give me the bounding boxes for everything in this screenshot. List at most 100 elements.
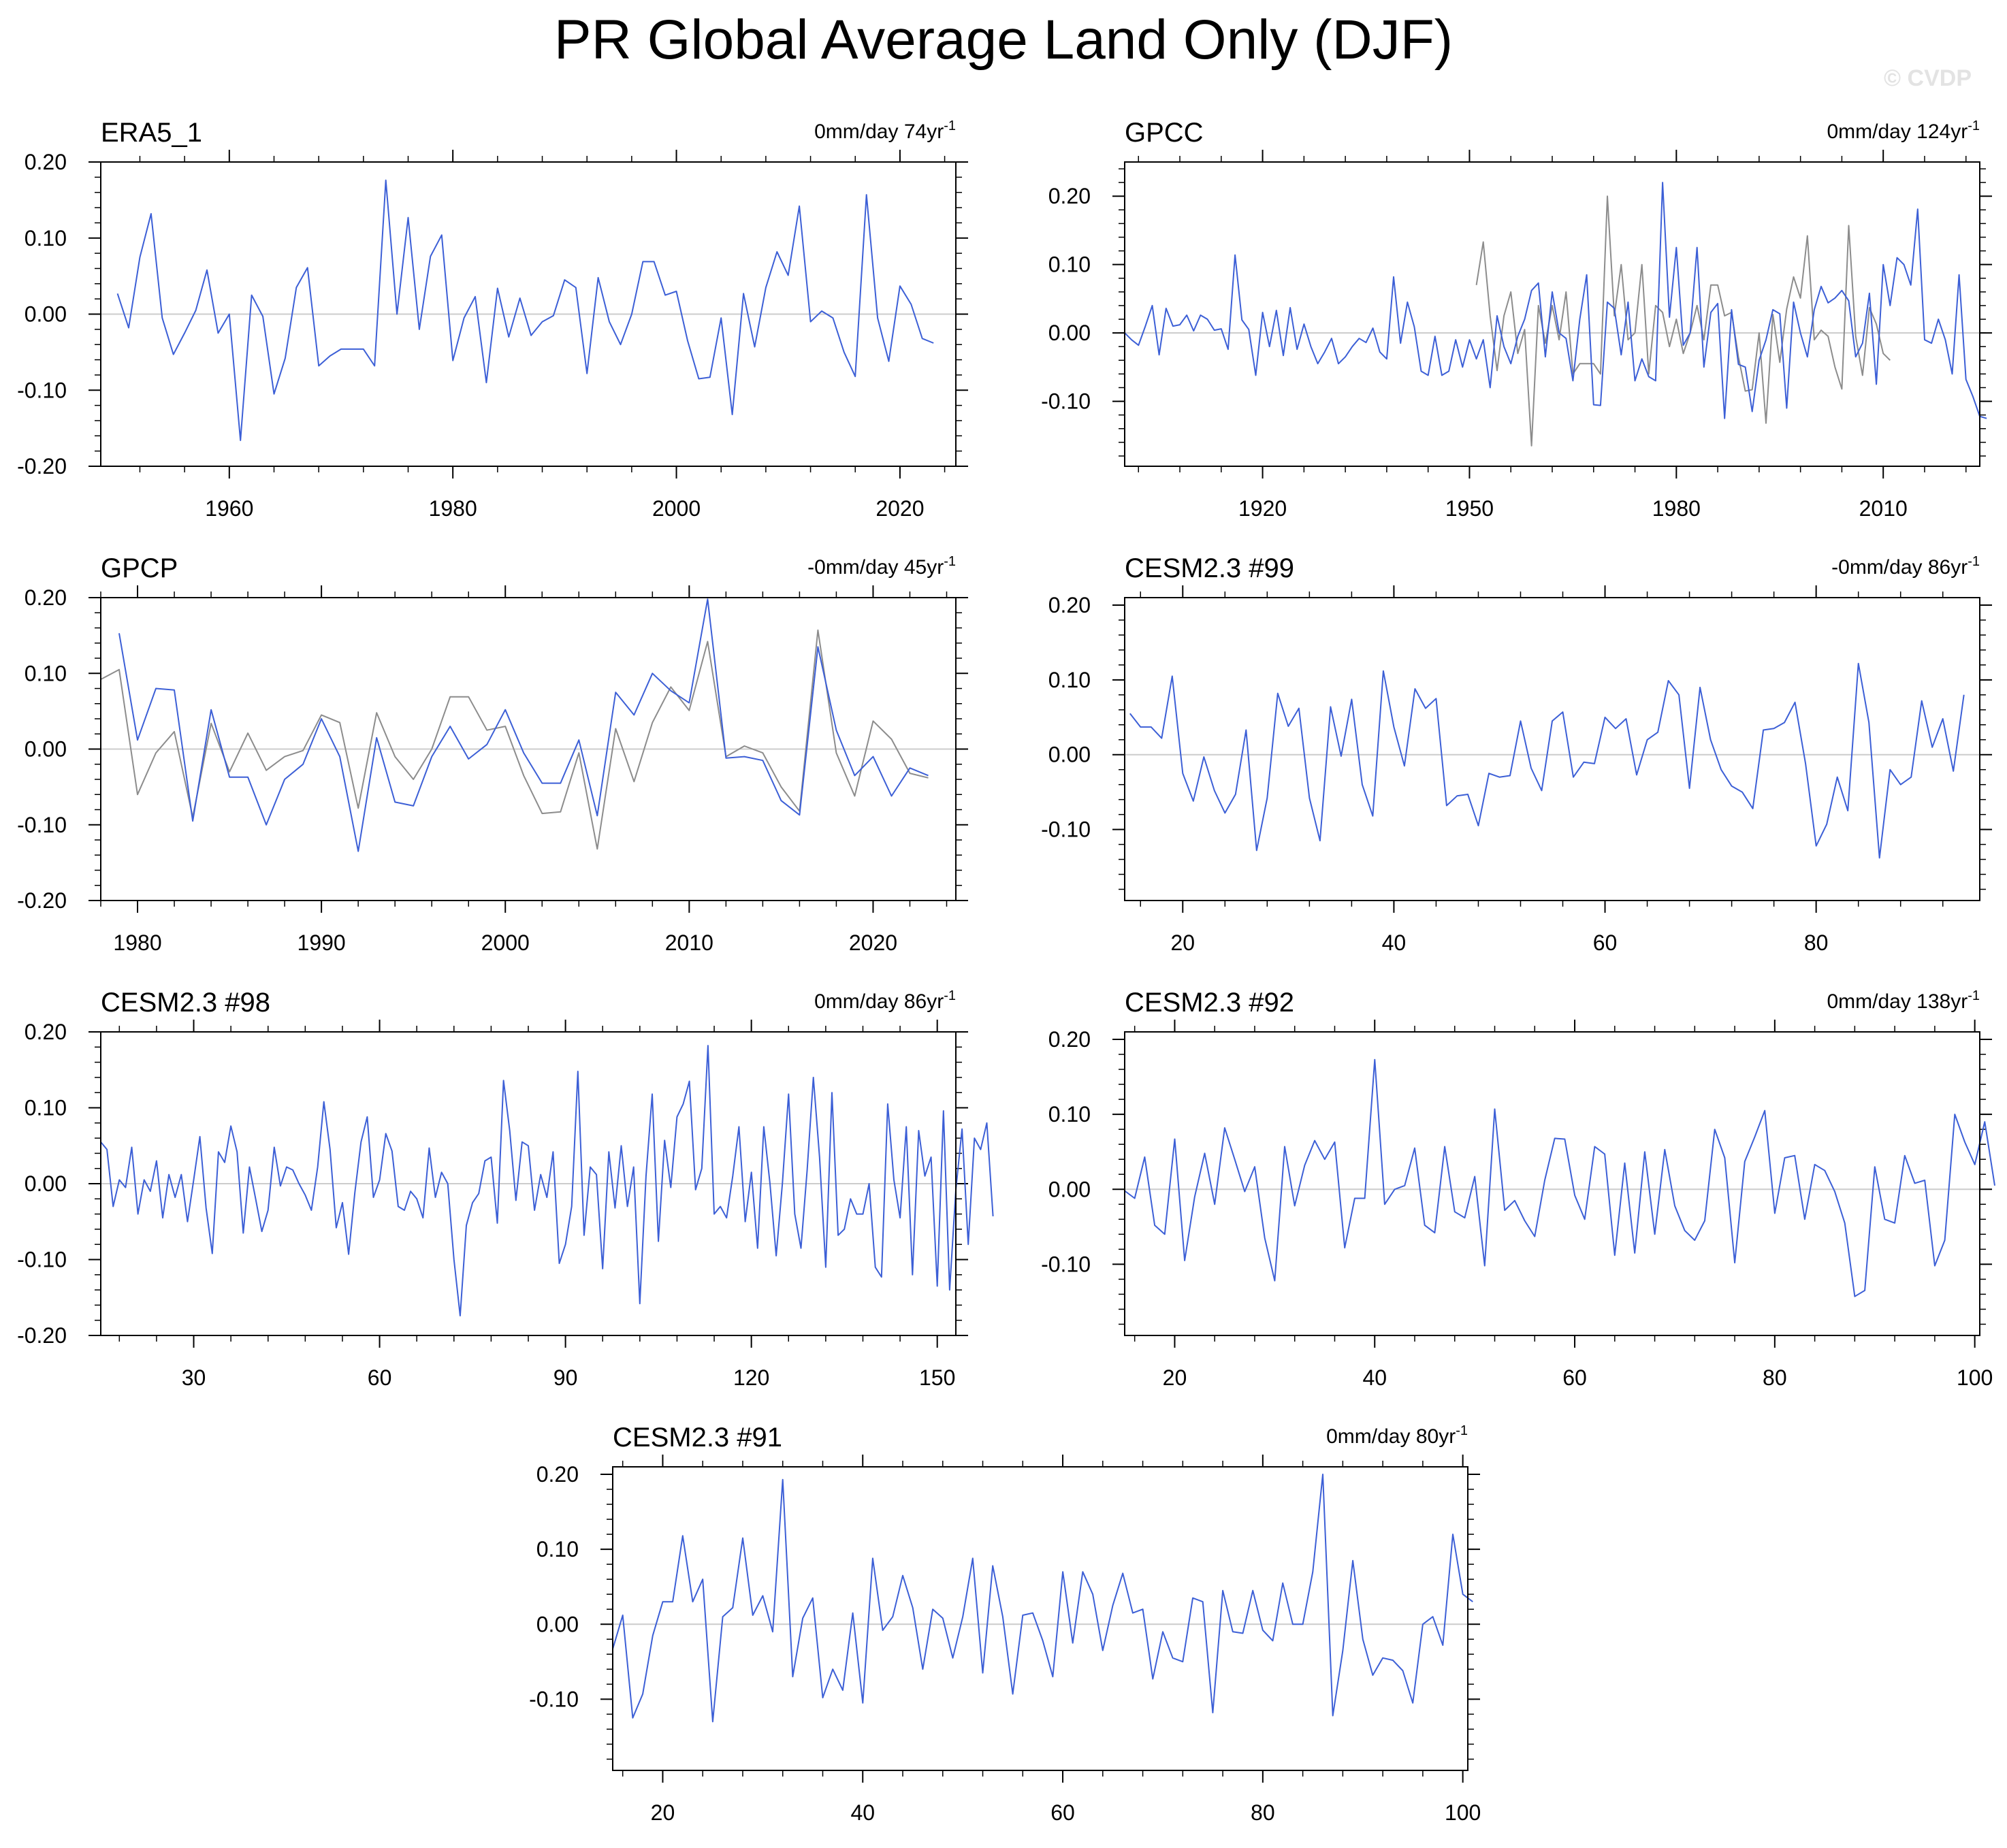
trend-value: 0mm/day 74yr bbox=[814, 120, 944, 143]
series-line-primary bbox=[1124, 1058, 1995, 1297]
y-tick-label: 0.20 bbox=[1048, 593, 1091, 617]
y-tick-label: -0.10 bbox=[1041, 817, 1091, 842]
x-tick-label: 20 bbox=[651, 1800, 675, 1825]
trend-label: 0mm/day 86yr-1 bbox=[814, 988, 956, 1013]
series-line-primary bbox=[1129, 662, 1965, 859]
y-tick-label: 0.20 bbox=[1048, 1027, 1091, 1052]
y-tick-label: 0.10 bbox=[25, 1096, 67, 1120]
panel-cesm-92: CESM2.3 #92 0mm/day 138yr-1 -0.10 0.00 0.1… bbox=[1041, 988, 1995, 1390]
panel-cesm-99: CESM2.3 #99 -0mm/day 86yr-1 -0.10 0.00 0.1… bbox=[1041, 553, 1992, 955]
y-tick-label: 0.10 bbox=[25, 226, 67, 250]
x-tick-label: 2010 bbox=[1859, 496, 1908, 521]
plot-frame bbox=[612, 1466, 1468, 1771]
plot-frame bbox=[100, 161, 957, 467]
y-tick-label: -0.20 bbox=[17, 888, 67, 913]
x-tick-label: 150 bbox=[919, 1365, 955, 1390]
trend-exponent: -1 bbox=[1968, 118, 1980, 133]
plot-frame bbox=[100, 1031, 957, 1336]
trend-exponent: -1 bbox=[944, 554, 956, 569]
x-tick-label: 30 bbox=[182, 1365, 206, 1390]
panel-title: ERA5_1 bbox=[101, 118, 202, 148]
x-tick-label: 1980 bbox=[113, 930, 161, 955]
x-tick-label: 2000 bbox=[652, 496, 701, 521]
trend-value: 0mm/day 86yr bbox=[814, 990, 944, 1013]
y-tick-label: -0.10 bbox=[17, 378, 67, 402]
x-tick-label: 100 bbox=[1957, 1365, 1993, 1390]
panel-title: GPCP bbox=[101, 553, 178, 583]
trend-label: 0mm/day 124yr-1 bbox=[1827, 118, 1980, 143]
x-tick-label: 40 bbox=[1382, 930, 1407, 955]
main-title: PR Global Average Land Only (DJF) bbox=[553, 9, 1454, 71]
panel-cesm-91: CESM2.3 #91 0mm/day 80yr-1 -0.10 0.00 0.10… bbox=[529, 1423, 1481, 1825]
y-tick-label: -0.10 bbox=[17, 813, 67, 837]
x-tick-label: 2020 bbox=[849, 930, 897, 955]
y-tick-label: 0.10 bbox=[1048, 1102, 1091, 1126]
y-tick-label: 0.10 bbox=[25, 661, 67, 685]
x-tick-label: 120 bbox=[733, 1365, 769, 1390]
x-tick-label: 1950 bbox=[1445, 496, 1494, 521]
series-line-primary bbox=[1124, 182, 1987, 419]
trend-label: 0mm/day 80yr-1 bbox=[1326, 1423, 1468, 1448]
x-tick-label: 90 bbox=[553, 1365, 578, 1390]
x-tick-label: 80 bbox=[1251, 1800, 1275, 1825]
trend-exponent: -1 bbox=[1968, 554, 1980, 569]
y-tick-label: -0.20 bbox=[17, 454, 67, 479]
panel-era5: ERA5_1 0mm/day 74yr-1 -0.20 -0.10 0.00 0.10… bbox=[17, 118, 968, 521]
y-tick-label: -0.10 bbox=[1041, 1252, 1091, 1276]
panel-title: CESM2.3 #98 bbox=[101, 988, 270, 1018]
y-tick-label: 0.00 bbox=[1048, 1177, 1091, 1201]
y-tick-label: 0.00 bbox=[25, 737, 67, 762]
x-tick-label: 2000 bbox=[481, 930, 530, 955]
trend-label: -0mm/day 86yr-1 bbox=[1831, 554, 1980, 579]
x-tick-label: 1980 bbox=[429, 496, 477, 521]
series-line-primary bbox=[116, 179, 934, 441]
plot-frame bbox=[1124, 597, 1980, 901]
x-tick-label: 60 bbox=[368, 1365, 392, 1390]
y-tick-label: 0.20 bbox=[536, 1462, 579, 1487]
x-tick-label: 1980 bbox=[1652, 496, 1701, 521]
x-tick-label: 1960 bbox=[205, 496, 253, 521]
watermark: © CVDP bbox=[1884, 65, 1972, 91]
x-tick-label: 100 bbox=[1445, 1800, 1481, 1825]
trend-value: 0mm/day 138yr bbox=[1827, 990, 1968, 1013]
y-tick-label: 0.10 bbox=[1048, 253, 1091, 277]
y-tick-label: 0.00 bbox=[536, 1612, 579, 1636]
plot-frame bbox=[1124, 1031, 1980, 1336]
x-tick-label: 60 bbox=[1050, 1800, 1075, 1825]
x-tick-label: 2010 bbox=[665, 930, 713, 955]
x-tick-label: 60 bbox=[1593, 930, 1618, 955]
y-tick-label: -0.10 bbox=[529, 1687, 579, 1711]
x-tick-label: 80 bbox=[1763, 1365, 1787, 1390]
x-tick-label: 1990 bbox=[298, 930, 346, 955]
y-tick-label: 0.20 bbox=[25, 585, 67, 610]
x-tick-label: 60 bbox=[1562, 1365, 1587, 1390]
x-tick-label: 2020 bbox=[876, 496, 924, 521]
panel-title: CESM2.3 #99 bbox=[1125, 553, 1294, 583]
series-line-primary bbox=[118, 598, 929, 852]
plot-frame bbox=[1124, 161, 1980, 467]
y-tick-label: 0.10 bbox=[1048, 668, 1091, 692]
trend-exponent: -1 bbox=[1456, 1423, 1468, 1438]
x-tick-label: 1920 bbox=[1238, 496, 1287, 521]
y-tick-label: 0.10 bbox=[536, 1537, 579, 1561]
x-tick-label: 20 bbox=[1163, 1365, 1187, 1390]
trend-value: 0mm/day 124yr bbox=[1827, 120, 1968, 143]
panel-title: CESM2.3 #91 bbox=[613, 1423, 782, 1453]
y-tick-label: 0.00 bbox=[25, 1171, 67, 1196]
trend-label: -0mm/day 45yr-1 bbox=[807, 554, 956, 579]
series-line-primary bbox=[612, 1474, 1473, 1723]
trend-exponent: -1 bbox=[1968, 988, 1980, 1003]
trend-exponent: -1 bbox=[944, 988, 956, 1003]
y-tick-label: 0.20 bbox=[25, 150, 67, 174]
trend-label: 0mm/day 74yr-1 bbox=[814, 118, 956, 143]
y-tick-label: 0.20 bbox=[1048, 184, 1091, 208]
x-tick-label: 40 bbox=[1362, 1365, 1387, 1390]
y-tick-label: 0.00 bbox=[25, 302, 67, 327]
plot-frame bbox=[100, 597, 957, 901]
x-tick-label: 40 bbox=[850, 1800, 875, 1825]
y-tick-label: -0.20 bbox=[17, 1323, 67, 1348]
trend-exponent: -1 bbox=[944, 118, 956, 133]
y-tick-label: -0.10 bbox=[17, 1248, 67, 1272]
trend-value: -0mm/day 45yr bbox=[807, 556, 944, 579]
